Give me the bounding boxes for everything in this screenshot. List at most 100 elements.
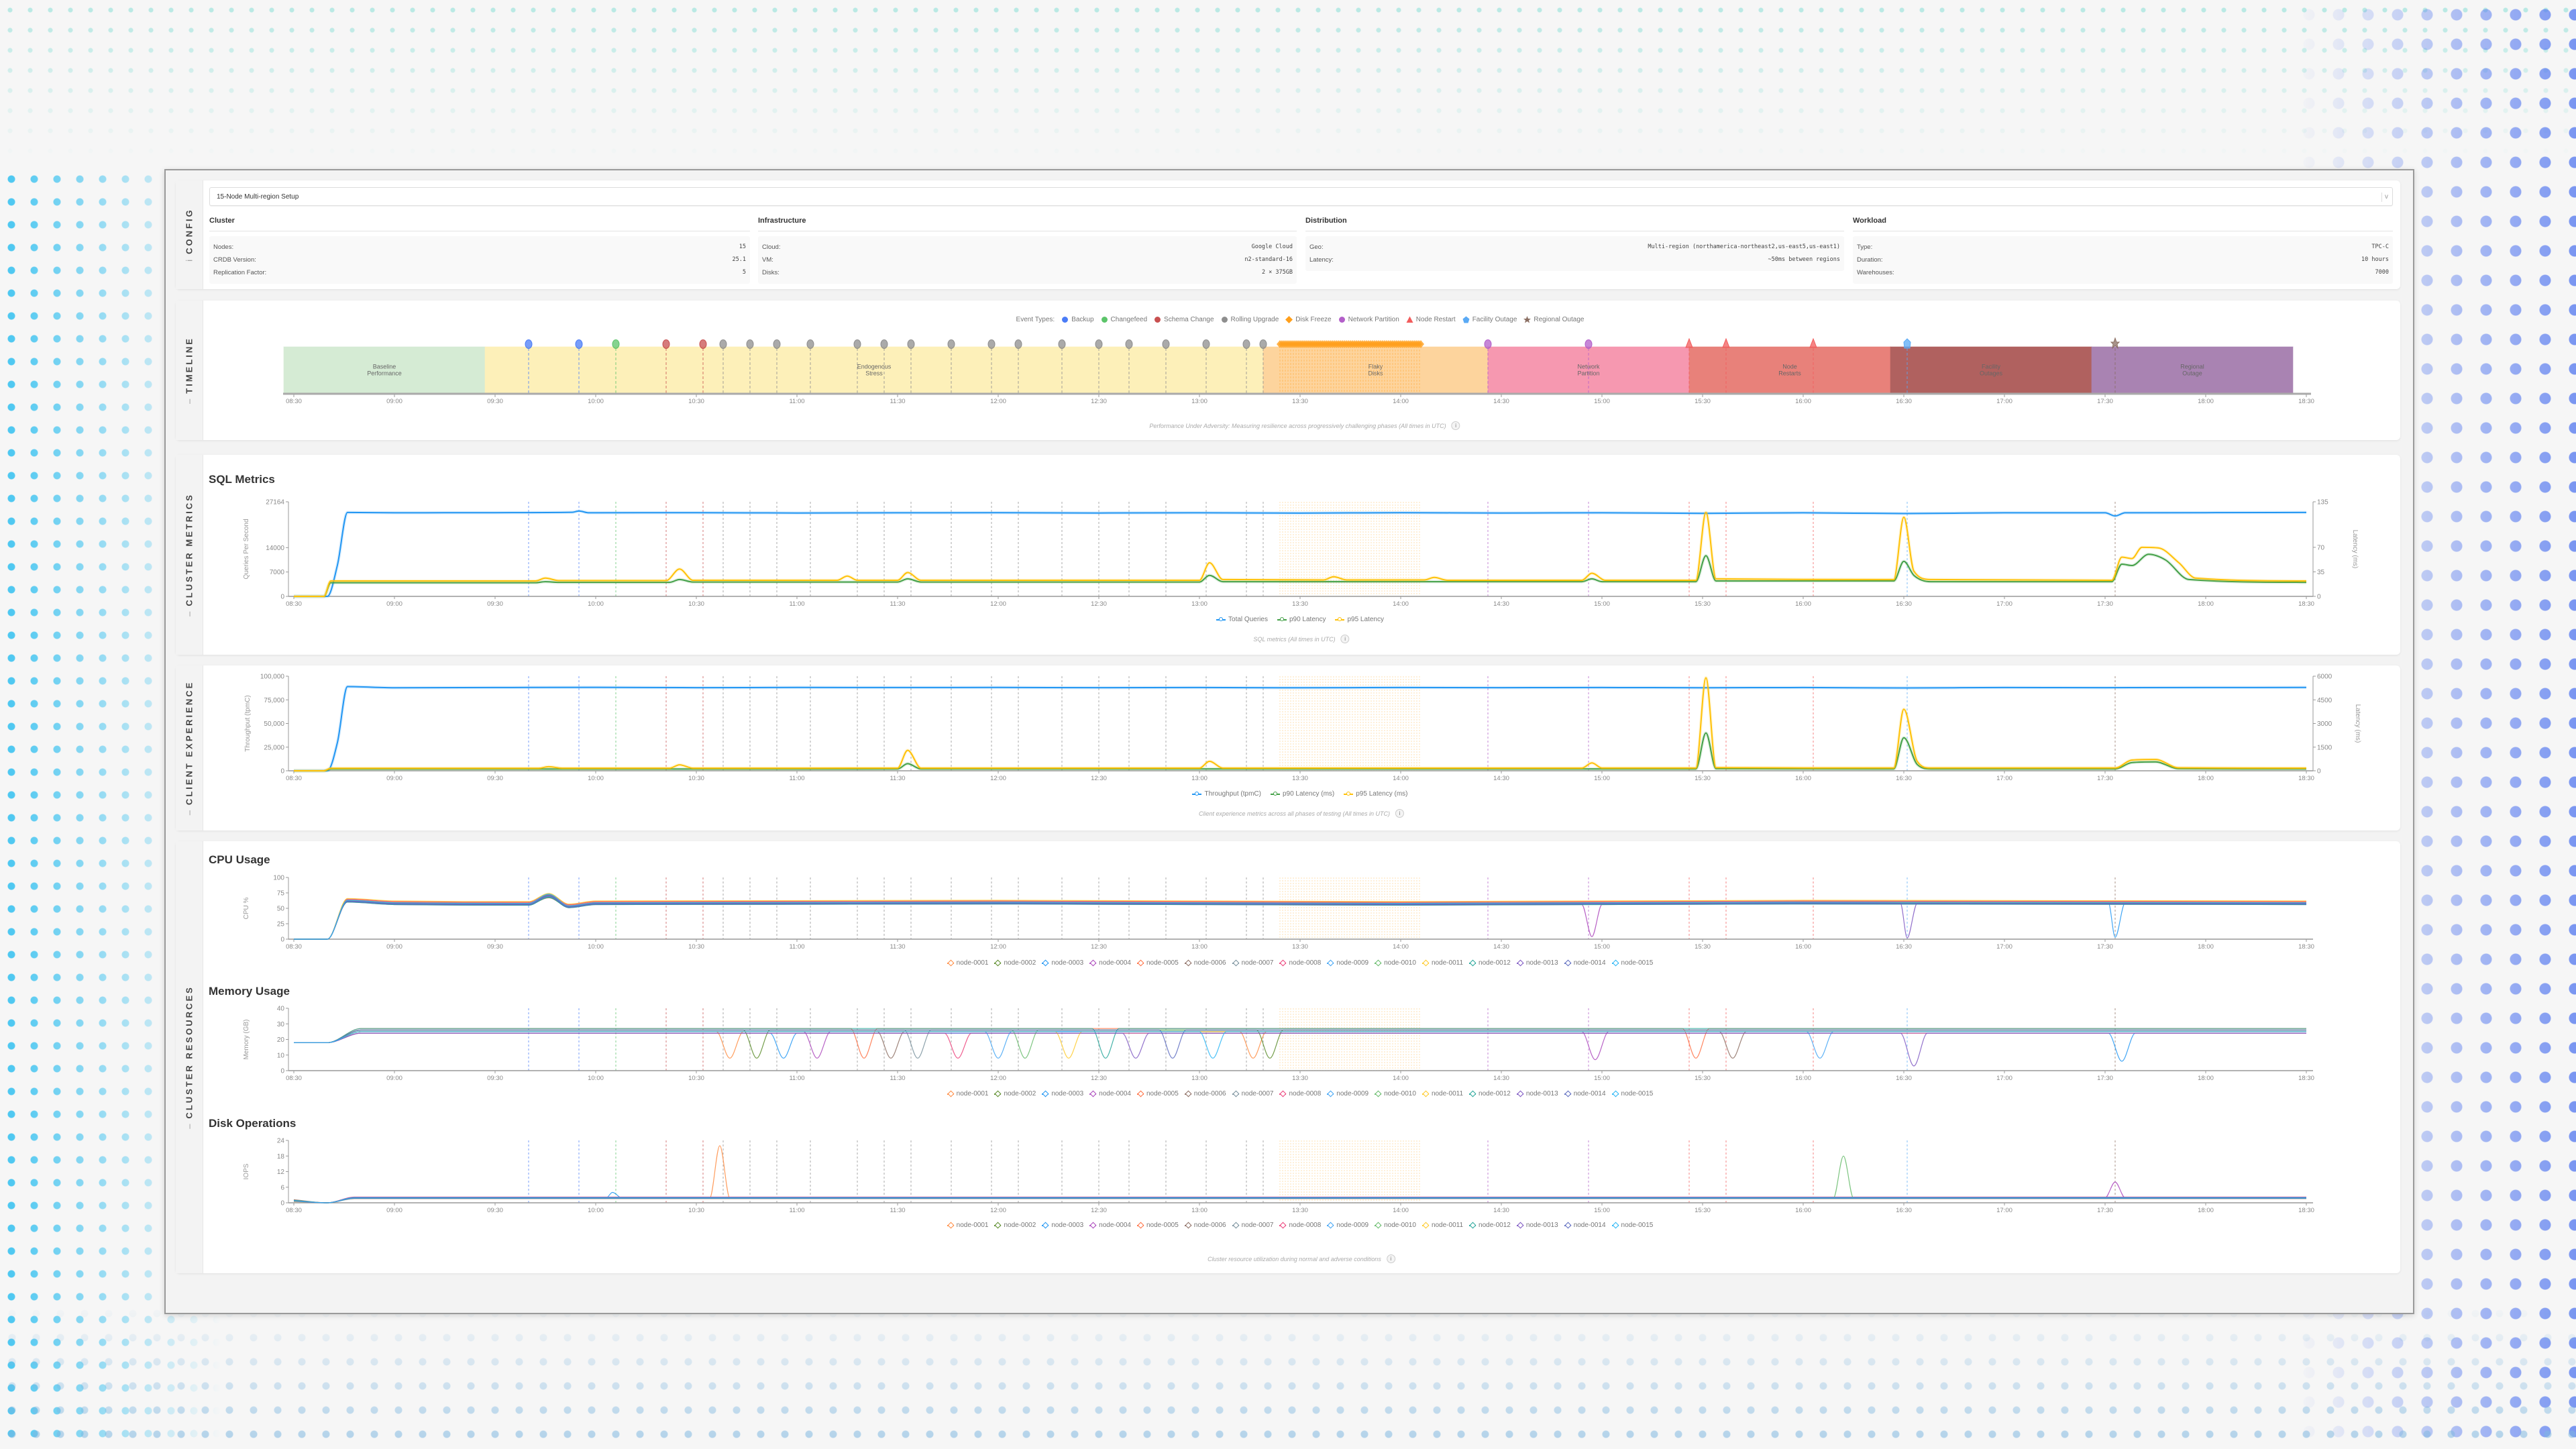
legend-item[interactable]: Throughput (tpmC) — [1192, 790, 1261, 798]
event-legend-label: Event Types: — [1016, 316, 1055, 323]
config-row: Geo: Multi-region (northamerica-northeast… — [1309, 241, 1840, 254]
client-caption: Client experience metrics across all pha… — [1198, 809, 1405, 818]
legend-label: node-0010 — [1384, 1090, 1416, 1097]
legend-item[interactable]: node-0014 — [1564, 1090, 1606, 1097]
config-side-tab[interactable]: i CONFIG — [176, 180, 203, 289]
config-group-cluster: Cluster Nodes: 15 CRDB Version: 25.1 Replicat… — [209, 217, 750, 284]
legend-item[interactable]: node-0011 — [1421, 1222, 1463, 1229]
info-icon[interactable]: i — [1395, 809, 1405, 818]
config-group-box: Nodes: 15 CRDB Version: 25.1 Replication Fac… — [209, 236, 750, 284]
legend-item[interactable]: node-0002 — [994, 959, 1036, 967]
legend-label: node-0007 — [1241, 959, 1274, 967]
legend-item[interactable]: node-0013 — [1516, 1222, 1558, 1229]
legend-swatch-icon — [1469, 1224, 1477, 1226]
legend-item[interactable]: node-0009 — [1327, 1222, 1368, 1229]
legend-item[interactable]: node-0001 — [947, 1090, 988, 1097]
legend-swatch-icon — [1089, 1224, 1097, 1226]
legend-item[interactable]: node-0001 — [947, 1222, 988, 1229]
legend-item[interactable]: node-0006 — [1184, 1222, 1226, 1229]
cluster-metrics-side-tab[interactable]: – CLUSTER METRICS — [176, 455, 203, 655]
config-group-title: Cluster — [209, 217, 750, 231]
legend-item[interactable]: node-0015 — [1611, 1222, 1653, 1229]
legend-item[interactable]: node-0012 — [1469, 1222, 1511, 1229]
config-row: Replication Factor: 5 — [213, 266, 746, 279]
legend-item[interactable]: node-0003 — [1042, 1090, 1083, 1097]
legend-item[interactable]: node-0003 — [1042, 1222, 1083, 1229]
legend-item[interactable]: node-0009 — [1327, 959, 1368, 967]
legend-item[interactable]: node-0013 — [1516, 959, 1558, 967]
legend-swatch-icon — [1042, 962, 1049, 964]
info-icon[interactable]: i — [1451, 421, 1460, 430]
config-value: 2 × 375GB — [1261, 269, 1293, 276]
cluster-resources-side-tab[interactable]: – CLUSTER RESOURCES — [176, 841, 203, 1273]
legend-item[interactable]: node-0010 — [1375, 959, 1416, 967]
legend-item[interactable]: node-0003 — [1042, 959, 1083, 967]
legend-item[interactable]: node-0015 — [1611, 959, 1653, 967]
legend-item[interactable]: node-0006 — [1184, 959, 1226, 967]
collapse-icon[interactable]: – — [184, 611, 195, 616]
legend-label: p95 Latency — [1347, 616, 1384, 623]
legend-item[interactable]: node-0012 — [1469, 959, 1511, 967]
legend-item[interactable]: node-0014 — [1564, 1222, 1606, 1229]
legend-item[interactable]: node-0002 — [994, 1090, 1036, 1097]
legend-item[interactable]: node-0010 — [1375, 1090, 1416, 1097]
legend-swatch-icon — [1042, 1093, 1049, 1095]
info-icon[interactable]: i — [1340, 635, 1350, 643]
legend-label: node-0005 — [1146, 1090, 1179, 1097]
legend-item[interactable]: node-0004 — [1089, 1222, 1131, 1229]
legend-item[interactable]: p95 Latency (ms) — [1344, 790, 1408, 798]
legend-label: node-0004 — [1099, 1222, 1131, 1229]
legend-item[interactable]: node-0004 — [1089, 1090, 1131, 1097]
legend-item[interactable]: node-0010 — [1375, 1222, 1416, 1229]
legend-swatch-icon — [1270, 791, 1280, 796]
event-legend-label: Facility Outage — [1472, 316, 1517, 323]
legend-swatch-icon — [994, 1224, 1002, 1226]
event-type-legend: Event Types: Backup Changefeed Schema Chan… — [294, 316, 2306, 323]
legend-item[interactable]: node-0013 — [1516, 1090, 1558, 1097]
legend-label: node-0012 — [1479, 959, 1511, 967]
info-icon[interactable]: i — [184, 259, 195, 262]
info-icon[interactable]: i — [1386, 1254, 1395, 1263]
legend-item[interactable]: node-0011 — [1421, 959, 1463, 967]
collapse-icon[interactable]: – — [184, 1124, 195, 1129]
legend-item[interactable]: Total Queries — [1216, 616, 1268, 623]
legend-item[interactable]: node-0015 — [1611, 1090, 1653, 1097]
legend-item[interactable]: node-0009 — [1327, 1090, 1368, 1097]
setup-select[interactable]: 15-Node Multi-region Setup v — [209, 187, 2393, 206]
legend-item[interactable]: node-0005 — [1136, 1222, 1179, 1229]
config-group-box: Cloud: Google Cloud VM: n2-standard-16 Disks… — [758, 236, 1297, 284]
legend-item[interactable]: node-0007 — [1232, 959, 1274, 967]
legend-item[interactable]: node-0001 — [947, 959, 988, 967]
legend-item[interactable]: p90 Latency — [1277, 616, 1326, 623]
legend-item[interactable]: node-0007 — [1232, 1222, 1273, 1229]
client-caption-text: Client experience metrics across all pha… — [1198, 810, 1391, 817]
legend-label: node-0005 — [1146, 1222, 1179, 1229]
legend-label: node-0002 — [1004, 1222, 1036, 1229]
config-row: Disks: 2 × 375GB — [762, 266, 1293, 279]
legend-item[interactable]: node-0005 — [1136, 1090, 1179, 1097]
legend-item[interactable]: node-0004 — [1089, 959, 1131, 967]
legend-label: node-0004 — [1099, 1090, 1131, 1097]
legend-item[interactable]: node-0011 — [1421, 1090, 1463, 1097]
legend-item[interactable]: node-0012 — [1469, 1090, 1511, 1097]
legend-item[interactable]: p95 Latency — [1335, 616, 1384, 623]
timeline-side-tab[interactable]: – TIMELINE — [176, 301, 203, 440]
legend-item[interactable]: node-0005 — [1136, 959, 1179, 967]
legend-item[interactable]: node-0006 — [1184, 1090, 1226, 1097]
collapse-icon[interactable]: – — [184, 810, 195, 816]
legend-label: node-0014 — [1573, 1222, 1606, 1229]
legend-item[interactable]: node-0002 — [994, 1222, 1036, 1229]
legend-item[interactable]: node-0014 — [1564, 959, 1606, 967]
collapse-icon[interactable]: – — [184, 398, 195, 404]
client-legend: Throughput (tpmC) p90 Latency (ms) p95 Lat… — [294, 790, 2306, 798]
legend-swatch-icon — [1184, 1093, 1191, 1095]
legend-item[interactable]: p90 Latency (ms) — [1270, 790, 1334, 798]
config-group-box: Geo: Multi-region (northamerica-northeast… — [1305, 236, 1844, 271]
legend-item[interactable]: node-0008 — [1279, 1090, 1321, 1097]
legend-item[interactable]: node-0008 — [1279, 1222, 1321, 1229]
legend-item[interactable]: node-0008 — [1279, 959, 1321, 967]
legend-swatch-icon — [1216, 616, 1226, 621]
client-experience-side-tab[interactable]: – CLIENT EXPERIENCE — [176, 665, 203, 830]
legend-item[interactable]: node-0007 — [1232, 1090, 1273, 1097]
legend-label: node-0010 — [1384, 959, 1416, 967]
